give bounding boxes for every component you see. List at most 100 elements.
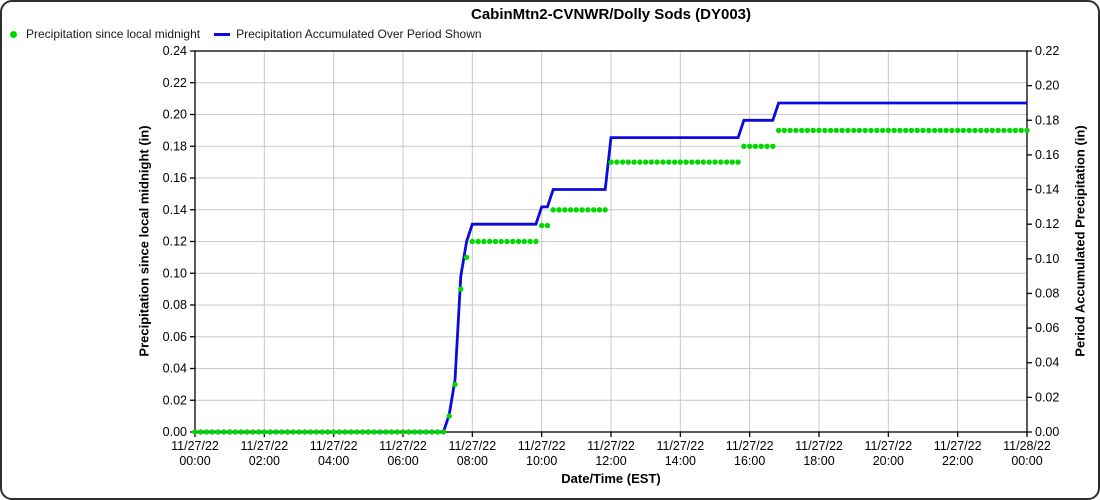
- scatter-dot: [417, 429, 423, 435]
- left-axis-title: Precipitation since local midnight (in): [136, 125, 152, 357]
- scatter-dot: [787, 127, 793, 134]
- x-tick-time: 16:00: [734, 454, 765, 468]
- x-tick-time: 22:00: [942, 454, 973, 468]
- scatter-dot: [446, 413, 452, 419]
- scatter-dot: [238, 429, 244, 435]
- scatter-dot: [302, 429, 308, 435]
- scatter-dot: [955, 127, 961, 134]
- scatter-dot: [695, 159, 701, 165]
- scatter-dot: [267, 429, 273, 435]
- scatter-dot: [296, 429, 302, 435]
- scatter-dot: [562, 207, 568, 213]
- right-tick-label: 0.20: [1035, 79, 1059, 93]
- x-tick-time: 10:00: [526, 454, 557, 468]
- scatter-dot: [683, 159, 689, 165]
- scatter-dot: [608, 159, 614, 165]
- scatter-dot: [290, 429, 296, 435]
- scatter-dot: [602, 207, 608, 213]
- scatter-dot: [689, 159, 695, 165]
- scatter-dot: [591, 207, 597, 213]
- scatter-dot: [625, 159, 631, 165]
- scatter-dot: [342, 429, 348, 435]
- scatter-dot: [810, 127, 816, 134]
- left-tick-label: 0.12: [163, 235, 187, 249]
- blue-line-marker-icon: [214, 32, 231, 36]
- scatter-dot: [284, 429, 291, 435]
- left-tick-label: 0.18: [163, 139, 187, 153]
- scatter-dot: [775, 127, 782, 134]
- left-tick-label: 0.24: [163, 44, 187, 58]
- scatter-dot: [440, 429, 447, 435]
- x-tick-date: 11/27/22: [656, 439, 704, 453]
- scatter-dot: [1001, 127, 1007, 134]
- x-tick-date: 11/27/22: [934, 439, 982, 453]
- scatter-dot: [637, 159, 643, 165]
- scatter-dot: [614, 159, 620, 165]
- legend-label-scatter: Precipitation since local midnight: [26, 27, 201, 41]
- x-axis-ticks: 11/27/2200:0011/27/2202:0011/27/2204:001…: [171, 432, 1051, 468]
- right-tick-label: 0.06: [1035, 321, 1059, 335]
- right-tick-label: 0.08: [1035, 286, 1059, 300]
- scatter-dot: [359, 429, 366, 435]
- scatter-dot: [331, 429, 337, 435]
- scatter-dot: [926, 127, 932, 134]
- left-tick-label: 0.16: [163, 171, 187, 185]
- scatter-dot: [406, 429, 412, 435]
- x-tick-date: 11/27/22: [379, 439, 427, 453]
- scatter-dot: [1007, 127, 1013, 134]
- scatter-dot: [319, 429, 325, 435]
- scatter-dot: [983, 127, 990, 134]
- scatter-dot: [1018, 127, 1024, 134]
- scatter-dot: [215, 429, 221, 435]
- scatter-dot: [487, 238, 493, 245]
- x-tick-date: 11/27/22: [240, 439, 288, 453]
- scatter-dot: [700, 159, 707, 165]
- scatter-dot: [822, 127, 828, 134]
- scatter-dot: [279, 429, 285, 435]
- x-tick-time: 06:00: [387, 454, 418, 468]
- scatter-dot: [827, 127, 834, 134]
- scatter-dot: [677, 159, 683, 165]
- scatter-dot: [706, 159, 712, 165]
- left-tick-label: 0.02: [163, 393, 187, 407]
- x-tick-time: 00:00: [179, 454, 210, 468]
- scatter-dot: [354, 429, 360, 435]
- scatter-dot: [423, 429, 429, 435]
- x-tick-date: 11/27/22: [310, 439, 358, 453]
- scatter-dot: [510, 238, 516, 245]
- scatter-dot: [879, 127, 886, 134]
- left-tick-label: 0.08: [163, 298, 187, 312]
- scatter-dot: [718, 159, 724, 165]
- scatter-dot: [411, 429, 418, 435]
- scatter-dot: [255, 429, 262, 435]
- scatter-dot: [845, 127, 851, 134]
- scatter-dot: [856, 127, 863, 134]
- scatter-dot: [458, 286, 464, 292]
- right-tick-label: 0.02: [1035, 390, 1059, 404]
- scatter-dot: [943, 127, 949, 134]
- scatter-dot: [764, 143, 770, 149]
- legend: Precipitation since local midnight Preci…: [10, 27, 482, 41]
- scatter-dot: [221, 429, 227, 435]
- scatter-dot: [851, 127, 857, 134]
- x-tick-date: 11/28/22: [1003, 439, 1051, 453]
- scatter-dot: [914, 127, 920, 134]
- scatter-dot: [816, 127, 822, 134]
- scatter-dot: [544, 222, 551, 229]
- scatter-dot: [192, 429, 198, 435]
- scatter-dot: [723, 159, 730, 165]
- legend-item-scatter: Precipitation since local midnight: [10, 27, 200, 41]
- scatter-dot: [573, 207, 579, 213]
- right-tick-label: 0.22: [1035, 44, 1059, 58]
- scatter-dot: [868, 127, 874, 134]
- left-tick-label: 0.06: [163, 330, 187, 344]
- scatter-dot: [885, 127, 891, 134]
- scatter-dot: [579, 207, 585, 213]
- x-tick-time: 14:00: [665, 454, 696, 468]
- scatter-dot: [891, 127, 897, 134]
- right-tick-label: 0.18: [1035, 113, 1059, 127]
- scatter-dot: [475, 238, 481, 245]
- scatter-dot: [429, 429, 435, 435]
- left-tick-label: 0.20: [163, 108, 187, 122]
